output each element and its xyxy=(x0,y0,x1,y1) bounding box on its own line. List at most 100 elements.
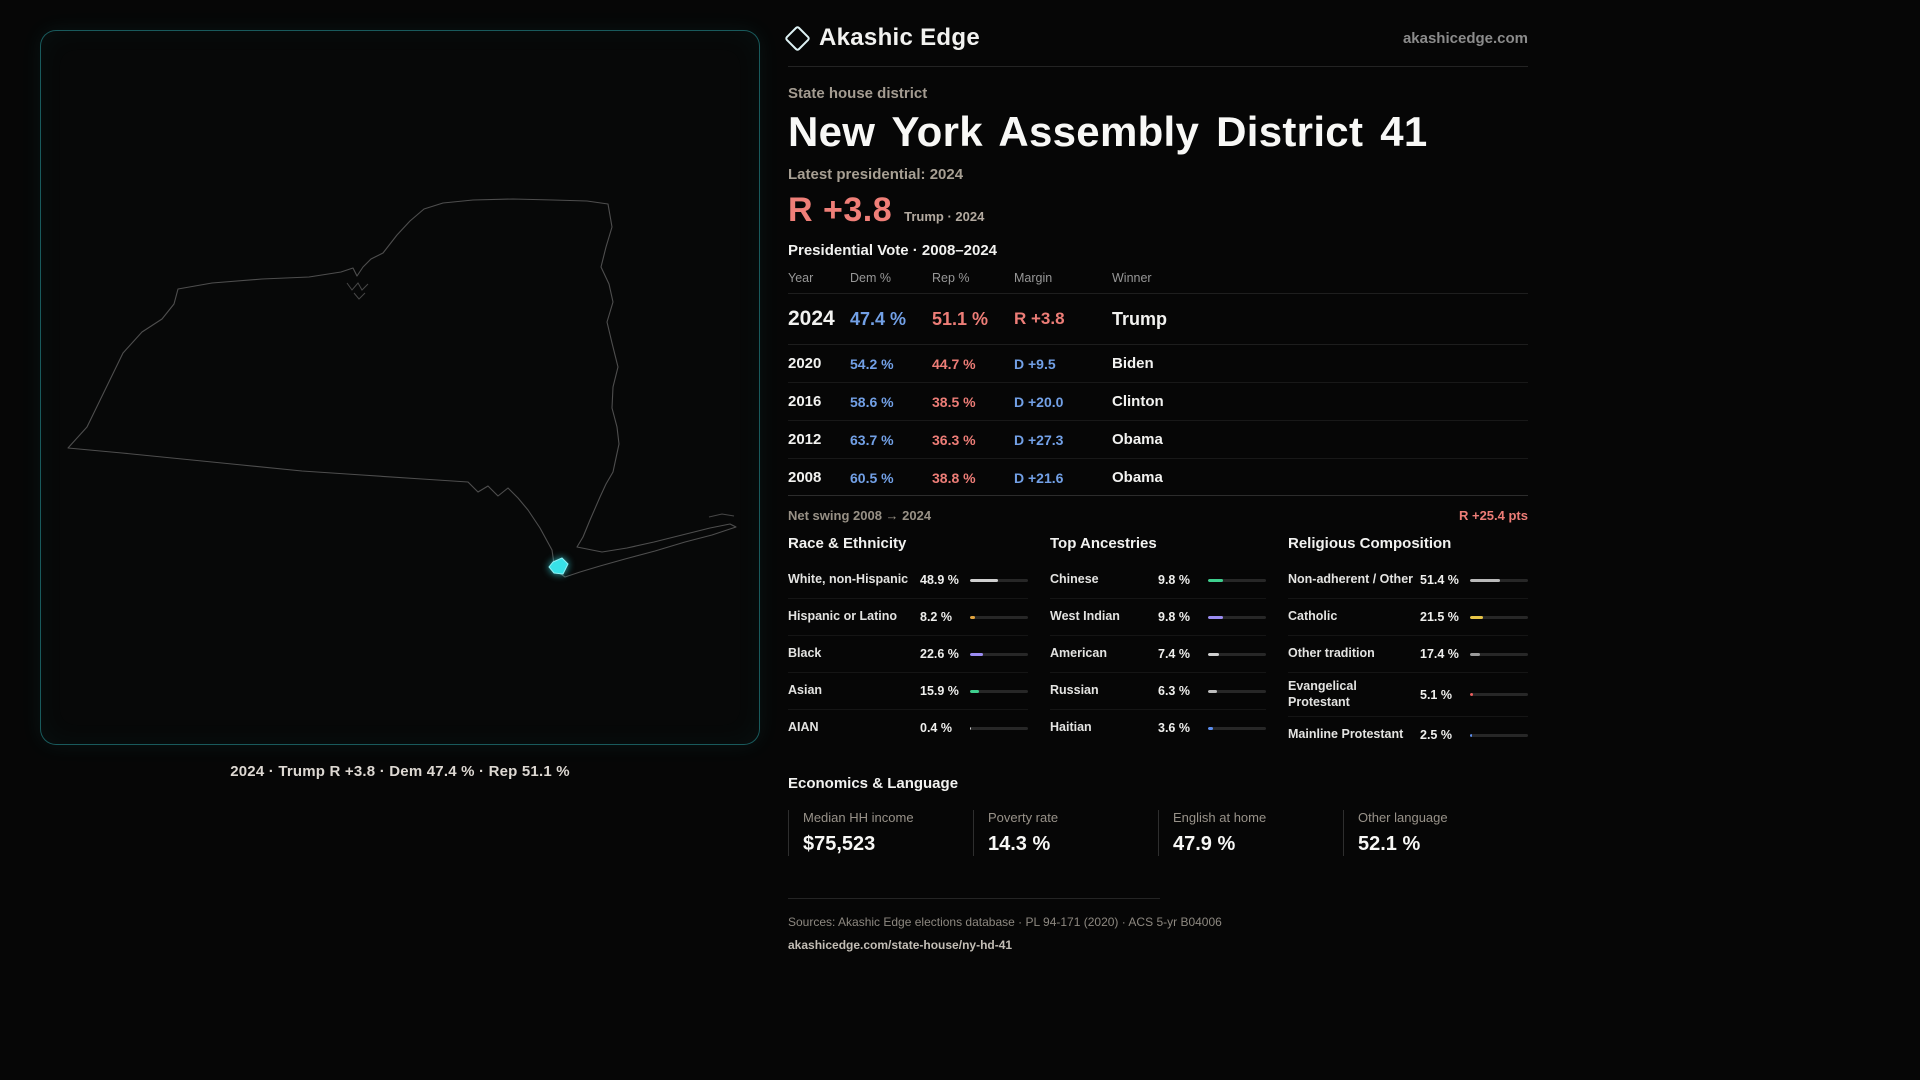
stat-label: Median HH income xyxy=(803,810,914,826)
brand-name: Akashic Edge xyxy=(819,24,980,51)
map-section: 2024 · Trump R +3.8 · Dem 47.4 % · Rep 5… xyxy=(40,30,760,780)
demo-value: 3.6 % xyxy=(1158,721,1190,735)
stat-label: Poverty rate xyxy=(988,810,1059,826)
demo-label: Chinese xyxy=(1050,572,1099,587)
demo-value: 0.4 % xyxy=(920,721,952,735)
row-winner: Trump xyxy=(1112,308,1168,329)
demo-bar xyxy=(970,652,1028,656)
col-margin: Margin xyxy=(1014,271,1053,285)
row-year: 2012 xyxy=(788,431,822,448)
sources-text: Sources: Akashic Edge elections database… xyxy=(788,915,1222,930)
demo-bar xyxy=(1208,615,1266,619)
demo-value: 21.5 % xyxy=(1420,610,1459,624)
net-swing-value: R +25.4 pts xyxy=(1458,508,1528,523)
demo-label: AIAN xyxy=(788,720,819,735)
economics-section: Economics & Language Median HH income $7… xyxy=(788,775,1528,857)
row-winner: Biden xyxy=(1112,355,1154,372)
row-margin: R +3.8 xyxy=(1014,309,1065,328)
col-dem: Dem % xyxy=(850,271,891,285)
table-row: 2020 54.2 % 44.7 % D +9.5 Biden xyxy=(788,345,1528,383)
panel-title: Race & Ethnicity xyxy=(788,535,907,552)
headline-margin-value: R +3.8 xyxy=(788,191,893,229)
demo-bar xyxy=(1208,578,1266,582)
headline-margin-context: Trump · 2024 xyxy=(904,209,985,224)
stat-value: 47.9 % xyxy=(1173,833,1236,856)
demo-value: 9.8 % xyxy=(1158,573,1190,587)
demo-label: Non-adherent / Other xyxy=(1288,572,1414,587)
demo-value: 5.1 % xyxy=(1420,687,1452,702)
stat-other-language: Other language 52.1 % xyxy=(1343,810,1528,857)
row-winner: Obama xyxy=(1112,431,1163,448)
row-margin: D +27.3 xyxy=(1014,431,1064,448)
row-margin: D +21.6 xyxy=(1014,469,1064,486)
demo-bar xyxy=(970,578,1028,582)
list-item: Evangelical Protestant 5.1 % xyxy=(1288,673,1528,718)
row-dem-pct: 63.7 % xyxy=(850,431,894,448)
demo-label: Hispanic or Latino xyxy=(788,609,898,624)
permalink-link[interactable]: akashicedge.com/state-house/ny-hd-41 xyxy=(788,938,1013,953)
island-detail xyxy=(708,513,735,518)
list-item: West Indian 9.8 % xyxy=(1050,599,1266,636)
row-dem-pct: 47.4 % xyxy=(850,308,907,329)
col-year: Year xyxy=(788,271,814,285)
stat-median-income: Median HH income $75,523 xyxy=(788,810,973,857)
demo-value: 15.9 % xyxy=(920,684,959,698)
race-ethnicity-panel: Race & Ethnicity White, non-Hispanic 48.… xyxy=(788,535,1028,753)
row-rep-pct: 44.7 % xyxy=(932,355,976,372)
panel-title: Top Ancestries xyxy=(1050,535,1157,552)
headline-margin-row: R +3.8 Trump · 2024 xyxy=(788,191,1528,230)
list-item: Russian 6.3 % xyxy=(1050,673,1266,710)
list-item: Catholic 21.5 % xyxy=(1288,599,1528,636)
row-rep-pct: 51.1 % xyxy=(932,308,989,329)
stat-label: Other language xyxy=(1358,810,1448,826)
district-type-kicker: State house district xyxy=(788,85,928,102)
row-dem-pct: 54.2 % xyxy=(850,355,894,372)
religious-composition-panel: Religious Composition Non-adherent / Oth… xyxy=(1288,535,1528,753)
net-swing-row: Net swing 2008 → 2024 R +25.4 pts xyxy=(788,495,1528,525)
table-row: 2008 60.5 % 38.8 % D +21.6 Obama xyxy=(788,459,1528,496)
list-item: Asian 15.9 % xyxy=(788,673,1028,710)
demo-bar xyxy=(1208,652,1266,656)
col-winner: Winner xyxy=(1112,271,1152,285)
demo-label: Russian xyxy=(1050,683,1099,698)
demo-label: Mainline Protestant xyxy=(1288,727,1404,742)
economics-title: Economics & Language xyxy=(788,775,959,793)
demo-value: 17.4 % xyxy=(1420,647,1459,661)
row-winner: Clinton xyxy=(1112,393,1164,410)
list-item: Other tradition 17.4 % xyxy=(1288,636,1528,673)
stat-value: $75,523 xyxy=(803,833,876,856)
page-title: New York Assembly District 41 xyxy=(788,108,1428,155)
row-year: 2016 xyxy=(788,393,822,410)
list-item: Black 22.6 % xyxy=(788,636,1028,673)
demo-value: 2.5 % xyxy=(1420,728,1452,743)
demo-label: American xyxy=(1050,646,1107,661)
site-header: Akashic Edge akashicedge.com xyxy=(784,24,1528,67)
economics-stats: Median HH income $75,523 Poverty rate 14… xyxy=(788,810,1528,857)
row-rep-pct: 38.5 % xyxy=(932,393,976,410)
row-dem-pct: 58.6 % xyxy=(850,393,894,410)
list-item: White, non-Hispanic 48.9 % xyxy=(788,562,1028,599)
demo-bar xyxy=(1470,615,1528,619)
row-year: 2024 xyxy=(788,307,835,330)
content-column: Akashic Edge akashicedge.com State house… xyxy=(784,24,1528,954)
map-panel[interactable] xyxy=(40,30,760,745)
stat-poverty-rate: Poverty rate 14.3 % xyxy=(973,810,1158,857)
list-item: Chinese 9.8 % xyxy=(1050,562,1266,599)
list-item: Hispanic or Latino 8.2 % xyxy=(788,599,1028,636)
brand-domain-link[interactable]: akashicedge.com xyxy=(1402,29,1528,47)
row-margin: D +9.5 xyxy=(1014,355,1056,372)
vote-table-title: Presidential Vote · 2008–2024 xyxy=(788,242,998,259)
district-41-shape[interactable] xyxy=(548,557,569,575)
stat-value: 52.1 % xyxy=(1358,833,1421,856)
demo-label: Catholic xyxy=(1288,609,1338,624)
list-item: Haitian 3.6 % xyxy=(1050,710,1266,746)
row-winner: Obama xyxy=(1112,469,1163,486)
demo-label: West Indian xyxy=(1050,609,1120,624)
table-row: 2012 63.7 % 36.3 % D +27.3 Obama xyxy=(788,421,1528,459)
demo-value: 7.4 % xyxy=(1158,647,1190,661)
panel-title: Religious Composition xyxy=(1288,535,1452,552)
top-ancestries-panel: Top Ancestries Chinese 9.8 % West Indian… xyxy=(1050,535,1266,753)
ny-state-map xyxy=(67,198,737,578)
stat-value: 14.3 % xyxy=(988,833,1051,856)
